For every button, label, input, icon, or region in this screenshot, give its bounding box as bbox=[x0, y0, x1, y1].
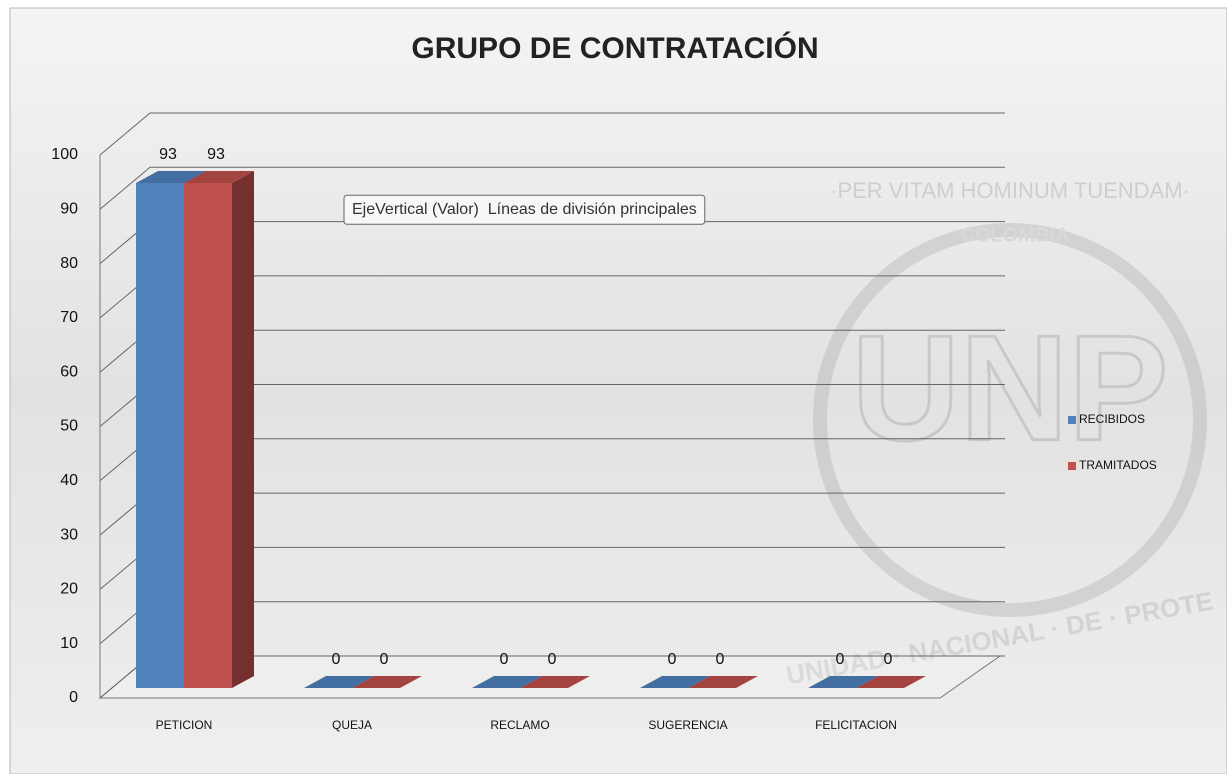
grid-line bbox=[99, 112, 1005, 156]
y-tick-label: 100 bbox=[51, 146, 78, 163]
legend-swatch bbox=[1068, 416, 1076, 424]
x-tick-label: PETICION bbox=[156, 718, 213, 732]
value-label: 0 bbox=[836, 651, 845, 668]
bar-side bbox=[232, 171, 254, 688]
watermark-country: COLOMBIA bbox=[961, 224, 1070, 246]
value-label: 0 bbox=[668, 651, 677, 668]
grid-line bbox=[99, 166, 1005, 210]
bar bbox=[136, 183, 184, 688]
x-tick-label: RECLAMO bbox=[490, 718, 549, 732]
tooltip-box bbox=[343, 194, 706, 225]
bar-top bbox=[184, 171, 254, 184]
legend-swatch bbox=[1068, 462, 1076, 470]
x-tick-label: QUEJA bbox=[332, 718, 372, 732]
value-label: 93 bbox=[159, 146, 177, 163]
value-label: 0 bbox=[884, 651, 893, 668]
value-label: 0 bbox=[716, 651, 725, 668]
x-tick-label: SUGERENCIA bbox=[648, 718, 727, 732]
bar-top bbox=[352, 676, 422, 688]
value-label: 93 bbox=[207, 146, 225, 163]
legend-label: TRAMITADOS bbox=[1079, 458, 1157, 472]
value-label: 0 bbox=[500, 651, 509, 668]
seal-ring bbox=[813, 223, 1207, 617]
x-tick-label: FELICITACION bbox=[815, 718, 897, 732]
legend-label: RECIBIDOS bbox=[1079, 412, 1145, 426]
y-tick-label: 10 bbox=[60, 635, 78, 652]
watermark-motto: ·PER VITAM HOMINUM TUENDAM· bbox=[830, 178, 1190, 203]
bar-top bbox=[688, 676, 758, 688]
bar-top bbox=[808, 676, 878, 688]
y-tick-label: 90 bbox=[60, 201, 78, 218]
tooltip-text: EjeVertical (Valor) Líneas de división p… bbox=[352, 201, 697, 218]
y-tick-label: 20 bbox=[60, 581, 78, 598]
y-tick-label: 70 bbox=[60, 309, 78, 326]
value-label: 0 bbox=[380, 651, 389, 668]
tooltip: EjeVertical (Valor) Líneas de división p… bbox=[343, 194, 706, 225]
y-tick-label: 80 bbox=[60, 255, 78, 272]
bar-top bbox=[304, 676, 374, 688]
bar-top bbox=[520, 676, 590, 688]
y-tick-label: 50 bbox=[60, 418, 78, 435]
y-tick-label: 40 bbox=[60, 472, 78, 489]
bar bbox=[184, 183, 232, 688]
chart-title: GRUPO DE CONTRATACIÓN bbox=[411, 31, 818, 65]
y-tick-label: 30 bbox=[60, 526, 78, 543]
bar-top bbox=[472, 676, 542, 688]
y-tick-label: 0 bbox=[69, 689, 78, 706]
bar-top bbox=[856, 676, 926, 688]
value-label: 0 bbox=[332, 651, 341, 668]
y-tick-label: 60 bbox=[60, 363, 78, 380]
value-label: 0 bbox=[548, 651, 557, 668]
watermark-logo: UNP bbox=[852, 304, 1169, 472]
bar-top bbox=[136, 171, 206, 184]
bar-top bbox=[640, 676, 710, 688]
